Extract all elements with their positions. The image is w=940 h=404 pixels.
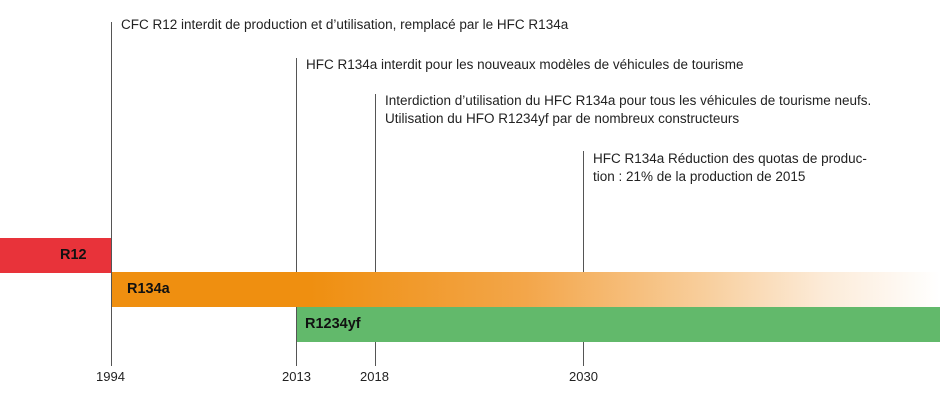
annotation-2013: HFC R134a interdit pour les nouveaux mod… [306, 56, 743, 74]
annotation-2030-line-1: HFC R134a Réduction des quotas de produc… [593, 151, 867, 166]
annotation-2018-line-2: Utilisation du HFO R1234yf par de nombre… [385, 111, 740, 126]
bar-r12 [0, 238, 111, 273]
annotation-2018: Interdiction d’utilisation du HFC R134a … [385, 92, 871, 128]
bar-r1234yf [297, 307, 940, 342]
annotation-2018-line-1: Interdiction d’utilisation du HFC R134a … [385, 93, 872, 108]
timeline-line-2013 [296, 58, 297, 366]
annotation-2030: HFC R134a Réduction des quotas de produc… [593, 150, 867, 186]
annotation-2030-line-2: tion : 21% de la production de 2015 [593, 169, 806, 184]
annotation-1994-line-1: CFC R12 interdit de production et d’util… [121, 17, 569, 32]
year-label-2018: 2018 [360, 369, 389, 384]
annotation-2013-line-1: HFC R134a interdit pour les nouveaux mod… [306, 57, 744, 72]
timeline-line-2030 [583, 151, 584, 366]
bar-r12-label: R12 [60, 247, 87, 263]
annotation-1994: CFC R12 interdit de production et d’util… [121, 16, 568, 34]
year-label-2030: 2030 [569, 369, 598, 384]
timeline-line-1994 [111, 22, 112, 366]
bar-r134a-label: R134a [127, 281, 170, 297]
year-label-1994: 1994 [96, 369, 125, 384]
year-label-2013: 2013 [282, 369, 311, 384]
bar-r1234yf-label: R1234yf [305, 316, 361, 332]
timeline-line-2018 [375, 94, 376, 366]
bar-r134a [112, 272, 940, 307]
